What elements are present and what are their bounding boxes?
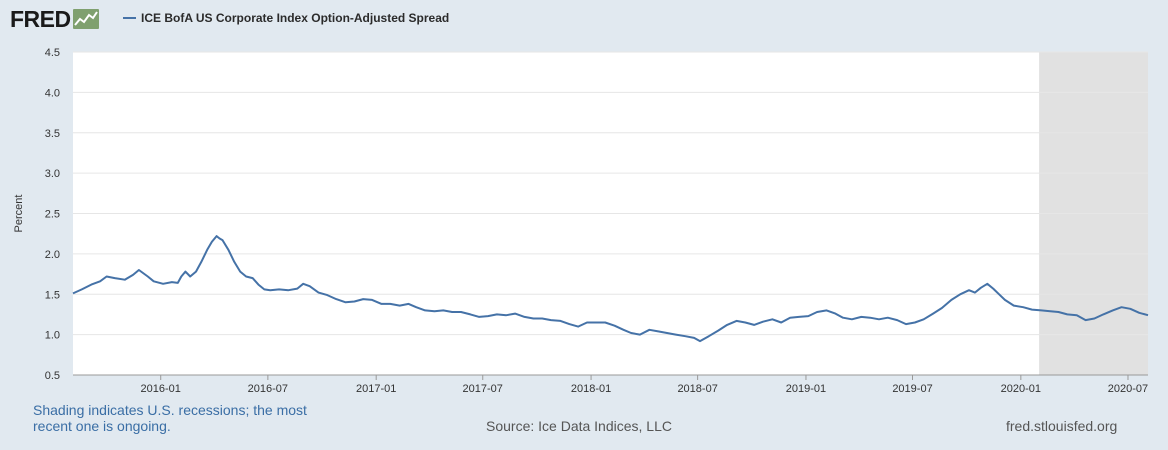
series-layer — [72, 235, 1149, 343]
y-tick-label: 4.0 — [45, 87, 60, 99]
x-tick-label: 2019-01 — [786, 383, 826, 395]
y-tick-label: 4.5 — [45, 47, 60, 59]
y-tick-label: 3.0 — [45, 168, 60, 180]
x-tick-label: 2020-07 — [1108, 383, 1148, 395]
legend-label: ICE BofA US Corporate Index Option-Adjus… — [141, 11, 450, 25]
y-axis-label: Percent — [13, 195, 25, 233]
y-tick-label: 1.0 — [45, 330, 60, 342]
y-tick-label: 0.5 — [45, 370, 60, 382]
chart-legend: ICE BofA US Corporate Index Option-Adjus… — [123, 11, 449, 25]
x-tick-label: 2020-01 — [1001, 383, 1041, 395]
fred-logo-text: FRED — [10, 6, 71, 32]
x-axis-ticks: 2016-01 2016-07 2017-01 2017-07 2018-01 2018-… — [73, 374, 1148, 395]
x-tick-label: 2017-07 — [463, 383, 503, 395]
x-tick-label: 2019-07 — [892, 383, 932, 395]
logo-graph-icon — [72, 9, 99, 29]
recession-note: Shading indicates U.S. recessions; the m… — [33, 402, 307, 434]
y-tick-label: 3.5 — [45, 128, 60, 140]
series-line — [72, 235, 1149, 343]
x-tick-label: 2016-01 — [141, 383, 181, 395]
y-tick-label: 2.5 — [45, 209, 60, 221]
legend-line-swatch — [123, 17, 136, 19]
source-text: Source: Ice Data Indices, LLC — [486, 418, 672, 434]
y-tick-label: 1.5 — [45, 289, 60, 301]
y-tick-label: 2.0 — [45, 249, 60, 261]
site-link[interactable]: fred.stlouisfed.org — [1006, 418, 1118, 434]
fred-logo[interactable]: FRED — [10, 6, 99, 32]
y-axis-ticks: 0.5 1.0 1.5 2.0 2.5 3.0 3.5 4.0 4.5 — [45, 47, 60, 382]
x-tick-label: 2017-01 — [356, 383, 396, 395]
x-tick-label: 2016-07 — [248, 383, 288, 395]
chart: 0.51.01.52.02.53.03.54.04.5 2016-01 2016-… — [13, 47, 1149, 395]
x-tick-label: 2018-07 — [677, 383, 717, 395]
x-tick-label: 2018-01 — [571, 383, 611, 395]
